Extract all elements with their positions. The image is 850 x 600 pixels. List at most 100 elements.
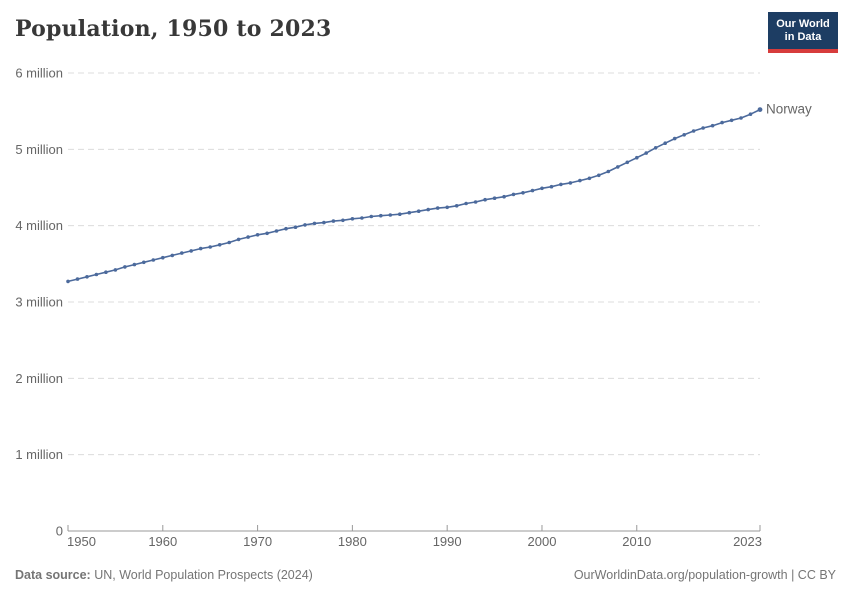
data-point-1973[interactable] bbox=[284, 226, 288, 231]
x-tick-label-1950: 1950 bbox=[67, 534, 96, 549]
data-point-1983[interactable] bbox=[379, 213, 383, 218]
data-point-2012[interactable] bbox=[653, 146, 658, 150]
data-point-2019[interactable] bbox=[720, 120, 724, 125]
data-point-1981[interactable] bbox=[360, 216, 364, 220]
series-end-label-norway[interactable]: Norway bbox=[766, 102, 812, 117]
x-tick-label-2023: 2023 bbox=[733, 534, 762, 549]
data-point-1992[interactable] bbox=[464, 201, 468, 206]
y-tick-label-2: 2 million bbox=[15, 371, 63, 386]
data-point-1994[interactable] bbox=[483, 197, 487, 202]
data-point-1962[interactable] bbox=[180, 251, 184, 255]
data-point-1976[interactable] bbox=[312, 221, 317, 226]
owid-logo-line1: Our World bbox=[776, 18, 830, 30]
data-point-1963[interactable] bbox=[189, 249, 193, 253]
x-tick-label-2010: 2010 bbox=[622, 534, 651, 549]
data-point-2015[interactable] bbox=[682, 133, 686, 137]
data-point-1969[interactable] bbox=[246, 235, 250, 239]
data-point-2001[interactable] bbox=[549, 184, 554, 189]
data-point-1989[interactable] bbox=[435, 206, 440, 210]
data-point-1966[interactable] bbox=[217, 243, 222, 247]
data-point-1971[interactable] bbox=[265, 231, 269, 236]
data-point-1990[interactable] bbox=[445, 205, 450, 210]
data-point-2017[interactable] bbox=[701, 126, 705, 130]
data-point-1951[interactable] bbox=[75, 277, 80, 281]
y-tick-label-1: 1 million bbox=[15, 447, 63, 462]
data-source-text: UN, World Population Prospects (2024) bbox=[90, 568, 313, 582]
data-source-label: Data source: bbox=[15, 568, 91, 582]
data-point-1957[interactable] bbox=[132, 262, 137, 267]
x-tick-label-1960: 1960 bbox=[148, 534, 177, 549]
data-point-2005[interactable] bbox=[587, 176, 592, 181]
data-point-1982[interactable] bbox=[369, 214, 374, 219]
data-point-1985[interactable] bbox=[398, 212, 402, 216]
data-point-2011[interactable] bbox=[644, 151, 648, 155]
data-point-1953[interactable] bbox=[94, 272, 99, 277]
data-point-1954[interactable] bbox=[104, 270, 108, 275]
data-point-1980[interactable] bbox=[350, 217, 355, 221]
data-point-2009[interactable] bbox=[625, 160, 630, 165]
owid-url-link[interactable]: OurWorldinData.org/population-growth | C… bbox=[573, 568, 836, 582]
y-tick-label-5: 5 million bbox=[15, 142, 63, 157]
data-point-2014[interactable] bbox=[672, 136, 677, 141]
data-point-2020[interactable] bbox=[729, 118, 734, 123]
x-tick-label-2000: 2000 bbox=[528, 534, 557, 549]
data-point-1999[interactable] bbox=[530, 188, 535, 193]
data-point-1955[interactable] bbox=[113, 268, 118, 272]
owid-logo-text: Our World in Data bbox=[768, 12, 838, 49]
data-point-2018[interactable] bbox=[710, 123, 715, 128]
data-point-2007[interactable] bbox=[606, 169, 611, 174]
data-point-1959[interactable] bbox=[151, 258, 156, 262]
owid-logo[interactable]: Our World in Data bbox=[768, 12, 838, 53]
data-point-1961[interactable] bbox=[170, 253, 175, 258]
data-point-1979[interactable] bbox=[341, 218, 345, 223]
data-point-1956[interactable] bbox=[123, 265, 127, 269]
data-point-2022[interactable] bbox=[748, 112, 753, 116]
data-point-1965[interactable] bbox=[208, 245, 212, 249]
data-point-1972[interactable] bbox=[274, 229, 279, 233]
data-point-1984[interactable] bbox=[388, 213, 393, 217]
data-point-1950[interactable] bbox=[66, 279, 70, 284]
data-point-1952[interactable] bbox=[85, 275, 89, 279]
data-point-1975[interactable] bbox=[303, 223, 307, 227]
data-point-2008[interactable] bbox=[616, 165, 620, 169]
data-point-1958[interactable] bbox=[142, 260, 146, 265]
data-point-2010[interactable] bbox=[635, 155, 639, 160]
x-tick-label-1990: 1990 bbox=[433, 534, 462, 549]
data-point-1996[interactable] bbox=[502, 194, 506, 199]
data-point-1988[interactable] bbox=[426, 207, 431, 212]
data-point-2004[interactable] bbox=[578, 178, 582, 183]
data-point-2016[interactable] bbox=[691, 129, 696, 133]
data-point-1970[interactable] bbox=[255, 233, 260, 237]
data-point-2023[interactable] bbox=[757, 107, 763, 112]
data-point-1968[interactable] bbox=[236, 237, 241, 242]
data-point-1978[interactable] bbox=[331, 219, 336, 223]
y-tick-label-4: 4 million bbox=[15, 218, 63, 233]
y-tick-label-6: 6 million bbox=[15, 66, 63, 81]
data-point-1960[interactable] bbox=[161, 255, 165, 260]
data-point-1997[interactable] bbox=[511, 192, 516, 197]
data-point-1977[interactable] bbox=[322, 220, 326, 225]
data-point-1987[interactable] bbox=[416, 209, 421, 213]
data-point-1991[interactable] bbox=[454, 204, 459, 208]
data-point-1993[interactable] bbox=[473, 200, 478, 204]
chart-footer: Data source: UN, World Population Prospe… bbox=[15, 568, 836, 582]
y-tick-label-3: 3 million bbox=[15, 295, 63, 310]
owid-logo-line2: in Data bbox=[784, 31, 822, 43]
data-point-2013[interactable] bbox=[663, 141, 667, 145]
x-tick-label-1970: 1970 bbox=[243, 534, 272, 549]
data-point-1998[interactable] bbox=[521, 191, 525, 195]
data-point-1986[interactable] bbox=[407, 210, 412, 215]
data-point-1974[interactable] bbox=[293, 225, 298, 229]
data-point-2021[interactable] bbox=[739, 116, 743, 120]
data-point-2000[interactable] bbox=[540, 186, 544, 191]
data-point-2003[interactable] bbox=[568, 181, 573, 185]
y-tick-label-0: 0 bbox=[56, 524, 63, 539]
data-point-2006[interactable] bbox=[597, 173, 601, 178]
data-point-1964[interactable] bbox=[198, 246, 203, 251]
x-tick-label-1980: 1980 bbox=[338, 534, 367, 549]
data-point-1967[interactable] bbox=[227, 240, 231, 245]
data-point-2002[interactable] bbox=[559, 182, 563, 187]
data-point-1995[interactable] bbox=[492, 196, 497, 200]
